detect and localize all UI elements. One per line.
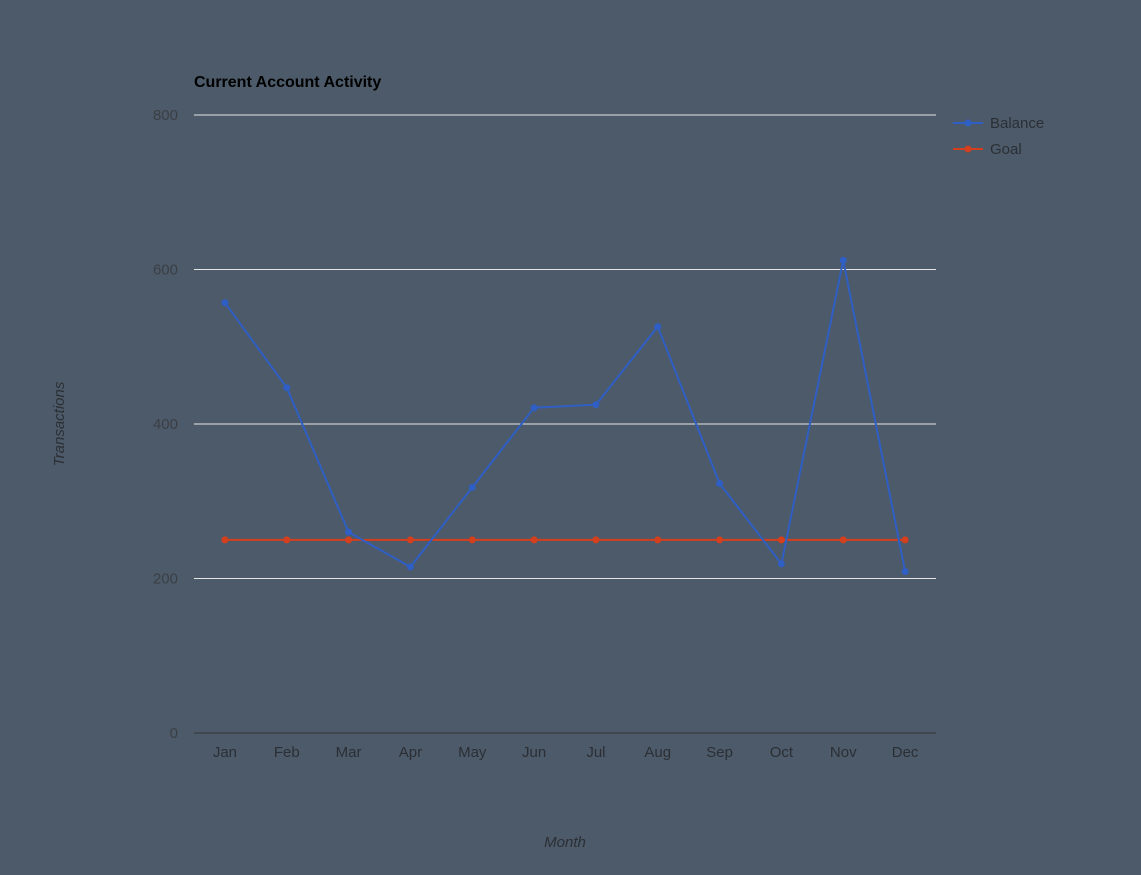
x-axis-ticks: Jan Feb Mar Apr May Jun Jul Aug Sep Oct Nov Dec bbox=[213, 744, 919, 761]
data-point-balance[interactable] bbox=[345, 528, 353, 536]
data-point-goal[interactable] bbox=[468, 536, 476, 544]
x-tick-label: Nov bbox=[830, 744, 857, 761]
data-point-goal[interactable] bbox=[345, 536, 353, 544]
data-point-balance[interactable] bbox=[468, 483, 476, 491]
data-point-balance[interactable] bbox=[716, 479, 724, 487]
legend-label: Goal bbox=[990, 141, 1022, 158]
data-point-goal[interactable] bbox=[221, 536, 229, 544]
data-point-goal[interactable] bbox=[716, 536, 724, 544]
y-tick-label: 400 bbox=[153, 416, 178, 433]
data-point-goal[interactable] bbox=[777, 536, 785, 544]
data-point-balance[interactable] bbox=[406, 563, 414, 571]
gridlines bbox=[194, 114, 936, 734]
data-point-goal[interactable] bbox=[839, 536, 847, 544]
x-tick-label: Dec bbox=[892, 744, 919, 761]
x-tick-label: Jan bbox=[213, 744, 237, 761]
chart-title: Current Account Activity bbox=[194, 74, 381, 91]
x-tick-label: Oct bbox=[770, 744, 794, 761]
y-axis-label: Transactions bbox=[51, 381, 68, 466]
data-point-balance[interactable] bbox=[839, 256, 847, 264]
data-point-balance[interactable] bbox=[654, 323, 662, 331]
x-tick-label: Feb bbox=[274, 744, 300, 761]
data-point-balance[interactable] bbox=[283, 384, 291, 392]
x-tick-label: Aug bbox=[644, 744, 671, 761]
data-point-goal[interactable] bbox=[654, 536, 662, 544]
data-point-balance[interactable] bbox=[901, 568, 909, 576]
data-point-balance[interactable] bbox=[221, 299, 229, 307]
x-tick-label: May bbox=[458, 744, 487, 761]
data-point-goal[interactable] bbox=[901, 536, 909, 544]
y-tick-label: 800 bbox=[153, 107, 178, 124]
data-point-goal[interactable] bbox=[406, 536, 414, 544]
y-axis-ticks: 0 200 400 600 800 bbox=[153, 107, 178, 742]
data-point-goal[interactable] bbox=[530, 536, 538, 544]
data-point-goal[interactable] bbox=[283, 536, 291, 544]
x-tick-label: Apr bbox=[399, 744, 422, 761]
y-tick-label: 0 bbox=[170, 725, 178, 742]
series-line-balance bbox=[224, 260, 907, 572]
legend-swatch-marker bbox=[964, 119, 972, 127]
data-point-goal[interactable] bbox=[592, 536, 600, 544]
data-point-balance[interactable] bbox=[777, 560, 785, 568]
legend-label: Balance bbox=[990, 115, 1044, 132]
data-point-balance[interactable] bbox=[530, 404, 538, 412]
series-goal bbox=[221, 536, 909, 544]
data-point-balance[interactable] bbox=[592, 401, 600, 409]
legend-item-goal[interactable]: Goal bbox=[953, 141, 1022, 158]
x-tick-label: Mar bbox=[336, 744, 362, 761]
legend: Balance Goal bbox=[953, 115, 1044, 158]
y-tick-label: 200 bbox=[153, 571, 178, 588]
y-tick-label: 600 bbox=[153, 262, 178, 279]
legend-swatch-marker bbox=[964, 145, 972, 153]
x-tick-label: Jul bbox=[586, 744, 605, 761]
series-balance bbox=[221, 256, 909, 576]
legend-item-balance[interactable]: Balance bbox=[953, 115, 1044, 132]
x-axis-label: Month bbox=[544, 834, 586, 851]
series-lines bbox=[221, 256, 909, 576]
x-tick-label: Jun bbox=[522, 744, 546, 761]
x-tick-label: Sep bbox=[706, 744, 733, 761]
